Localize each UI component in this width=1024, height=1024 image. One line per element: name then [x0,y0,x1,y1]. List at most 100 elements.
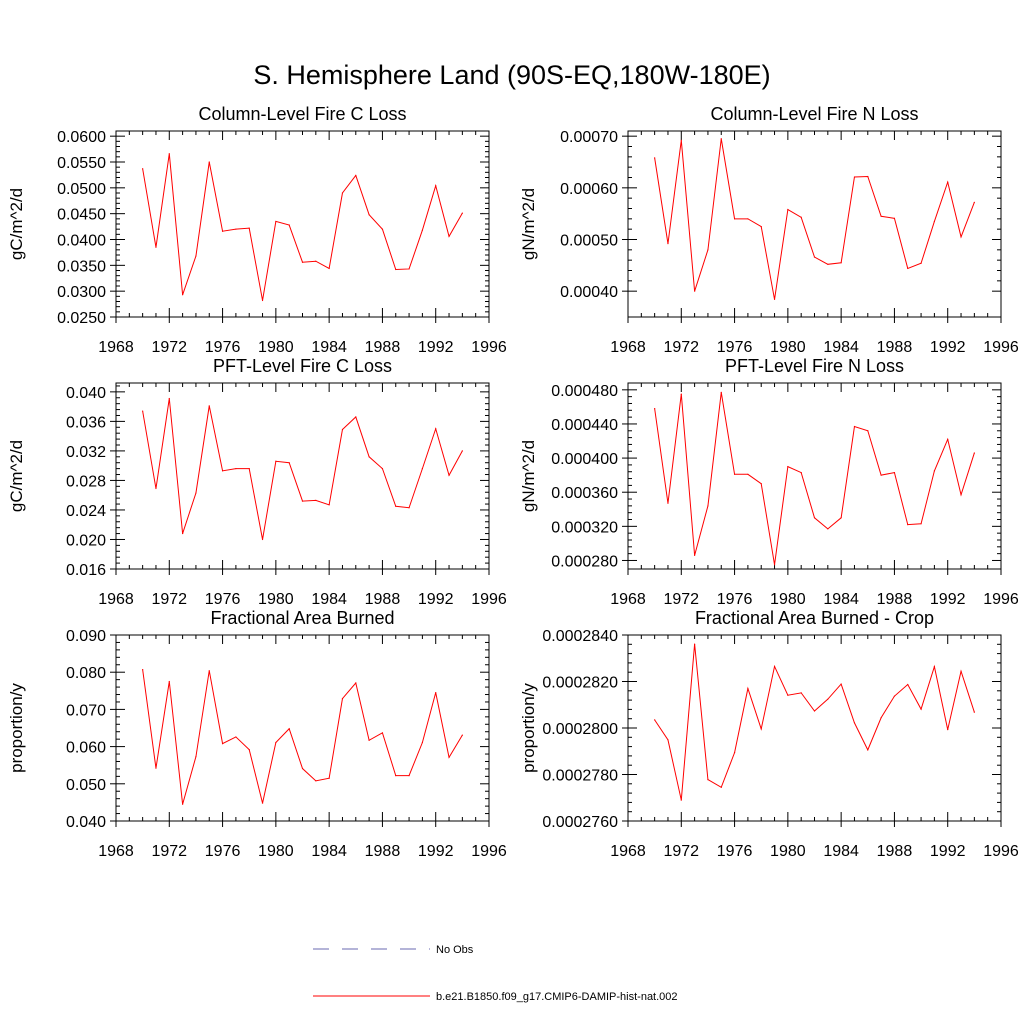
data-point [288,224,290,226]
y-tick-label: 0.028 [66,473,106,490]
x-tick-label: 1972 [151,843,187,860]
data-point [448,756,450,758]
y-axis-label: proportion/y [519,683,538,773]
data-point [973,452,975,454]
x-tick-label: 1988 [877,339,913,356]
y-tick-label: 0.070 [66,702,106,719]
data-point [408,268,410,270]
data-point [933,220,935,223]
data-point [667,739,669,741]
data-point [827,698,829,700]
x-tick-label: 1988 [877,843,913,860]
data-point [182,532,184,535]
data-point [787,694,789,696]
data-point [395,775,397,777]
y-axis-label: gC/m^2/d [7,188,26,260]
y-tick-label: 0.040 [66,385,106,402]
figure-title: S. Hemisphere Land (90S-EQ,180W-180E) [253,60,770,90]
data-point [747,687,749,690]
x-tick-label: 1988 [365,339,401,356]
y-tick-label: 0.032 [66,444,106,461]
data-point [880,717,882,719]
data-point [208,161,210,163]
data-point [680,393,682,395]
x-tick-label: 1980 [258,339,294,356]
data-point [920,708,922,710]
data-point [694,290,696,292]
data-point [827,528,829,530]
y-tick-label: 0.060 [66,740,106,757]
data-point [142,668,144,671]
data-point [747,218,749,220]
y-tick-label: 0.080 [66,665,106,682]
data-point [301,261,304,263]
x-tick-label: 1996 [471,591,507,608]
data-point [435,692,437,694]
data-point [248,468,250,470]
y-tick-label: 0.0002820 [542,675,618,692]
x-tick-label: 1992 [418,339,454,356]
data-point [221,470,224,472]
data-point [654,407,656,410]
x-tick-label: 1992 [930,591,966,608]
data-point [947,729,949,731]
data-point [867,430,869,432]
y-tick-label: 0.0250 [57,310,106,327]
x-tick-label: 1976 [717,591,753,608]
panel-fractional-area-burned: Fractional Area Burned proportion/y 1968 19… [7,608,507,860]
y-tick-label: 0.0300 [57,284,106,301]
data-point [760,728,762,730]
data-point [947,181,949,183]
data-point [328,504,330,506]
data-point [368,214,370,216]
data-point [341,698,344,700]
data-point [907,267,909,270]
panel-column-level-fire-c-loss: Column-Level Fire C Loss gC/m^2/d 1968 1972… [7,104,507,356]
data-point [760,225,762,228]
data-point [355,416,357,418]
data-point [960,494,962,496]
data-point [155,246,157,248]
data-point [248,748,250,751]
y-tick-label: 0.000280 [551,553,618,570]
data-point [368,456,370,458]
y-tick-label: 0.0002800 [542,721,618,738]
data-point [933,666,935,668]
y-tick-label: 0.0450 [57,207,106,224]
data-point [461,212,463,214]
data-point [461,450,463,452]
data-point [315,260,317,262]
panel-pft-level-fire-c-loss: PFT-Level Fire C Loss gC/m^2/d 1968 1972 197… [7,356,507,608]
data-point [315,780,317,782]
x-tick-label: 1984 [823,339,859,356]
data-point [720,138,722,140]
data-point [733,218,736,220]
data-point [301,500,304,502]
data-point [195,492,197,494]
y-tick-label: 0.000320 [551,519,618,536]
data-point [221,743,224,745]
data-point [368,739,370,741]
data-point [920,523,922,525]
data-point [221,230,224,232]
x-tick-label: 1980 [770,339,806,356]
x-tick-label: 1976 [717,843,753,860]
data-point [893,695,896,697]
y-tick-label: 0.00060 [560,181,618,198]
data-point [680,799,682,801]
y-axis-label: gC/m^2/d [7,440,26,512]
y-tick-label: 0.0600 [57,129,106,146]
panel-title: PFT-Level Fire N Loss [725,356,904,376]
y-tick-label: 0.000360 [551,485,618,502]
data-point [800,471,802,474]
data-point [301,767,304,770]
panel-title: Fractional Area Burned - Crop [695,608,934,628]
y-tick-label: 0.016 [66,562,106,579]
data-point [787,466,789,468]
data-point [787,208,789,211]
panel-title: Column-Level Fire N Loss [710,104,918,124]
y-tick-label: 0.00070 [560,129,618,146]
data-point [893,217,896,219]
data-point [960,670,962,672]
